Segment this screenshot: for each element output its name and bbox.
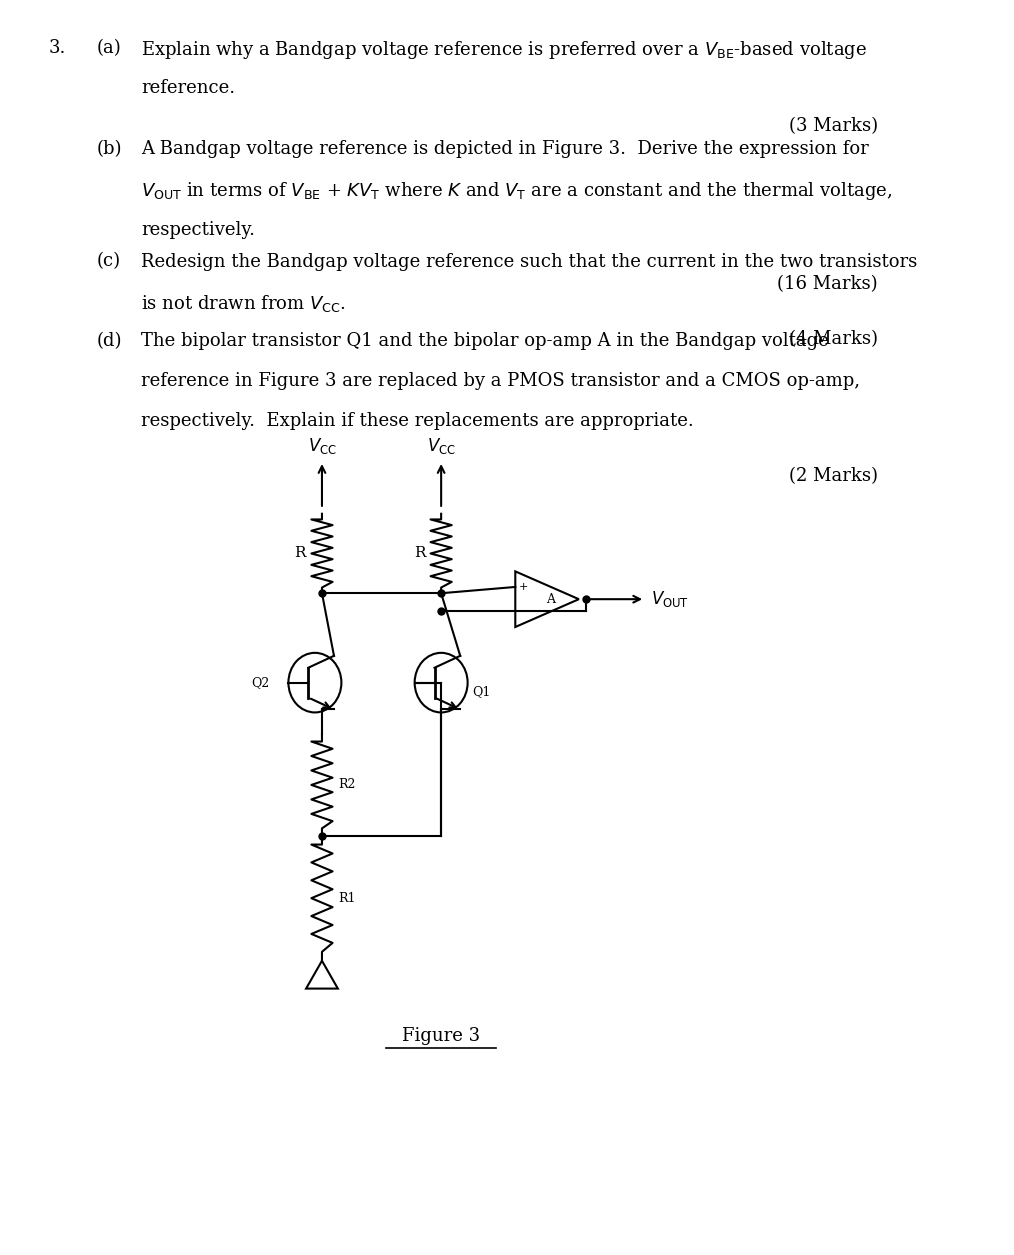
Text: $\mathit{V}_\mathrm{CC}$: $\mathit{V}_\mathrm{CC}$ bbox=[307, 437, 337, 456]
Text: (3 Marks): (3 Marks) bbox=[789, 117, 878, 136]
Text: The bipolar transistor Q1 and the bipolar op-amp A in the Bandgap voltage: The bipolar transistor Q1 and the bipola… bbox=[141, 333, 828, 350]
Text: +: + bbox=[518, 582, 528, 592]
Text: $V_{\mathrm{OUT}}$ in terms of $V_{\mathrm{BE}}$ + $KV_{\mathrm{T}}$ where $K$ a: $V_{\mathrm{OUT}}$ in terms of $V_{\math… bbox=[141, 181, 892, 202]
Text: respectively.: respectively. bbox=[141, 221, 255, 238]
Text: A: A bbox=[547, 592, 555, 606]
Text: (16 Marks): (16 Marks) bbox=[778, 275, 878, 294]
Text: R2: R2 bbox=[338, 778, 355, 792]
Text: Figure 3: Figure 3 bbox=[403, 1028, 481, 1045]
Text: (d): (d) bbox=[97, 333, 123, 350]
Text: is not drawn from $V_{\mathrm{CC}}$.: is not drawn from $V_{\mathrm{CC}}$. bbox=[141, 292, 346, 314]
Text: (2 Marks): (2 Marks) bbox=[789, 467, 878, 486]
Text: −: − bbox=[518, 605, 528, 617]
Text: reference in Figure 3 are replaced by a PMOS transistor and a CMOS op-amp,: reference in Figure 3 are replaced by a … bbox=[141, 373, 860, 390]
Text: Explain why a Bandgap voltage reference is preferred over a $V_{\mathrm{BE}}$-ba: Explain why a Bandgap voltage reference … bbox=[141, 39, 867, 61]
Text: (a): (a) bbox=[97, 39, 122, 56]
Text: 3.: 3. bbox=[49, 39, 66, 56]
Text: $\mathit{V}_\mathrm{CC}$: $\mathit{V}_\mathrm{CC}$ bbox=[427, 437, 455, 456]
Text: Q1: Q1 bbox=[473, 685, 491, 698]
Text: (c): (c) bbox=[97, 252, 121, 271]
Text: (b): (b) bbox=[97, 141, 123, 158]
Text: R: R bbox=[414, 546, 425, 561]
Text: Redesign the Bandgap voltage reference such that the current in the two transist: Redesign the Bandgap voltage reference s… bbox=[141, 252, 918, 271]
Text: reference.: reference. bbox=[141, 79, 235, 97]
Text: respectively.  Explain if these replacements are appropriate.: respectively. Explain if these replaceme… bbox=[141, 413, 694, 430]
Text: Q2: Q2 bbox=[250, 676, 269, 689]
Text: R: R bbox=[295, 546, 306, 561]
Text: $\mathit{V}_\mathrm{OUT}$: $\mathit{V}_\mathrm{OUT}$ bbox=[651, 589, 690, 609]
Text: R1: R1 bbox=[338, 892, 355, 905]
Text: A Bandgap voltage reference is depicted in Figure 3.  Derive the expression for: A Bandgap voltage reference is depicted … bbox=[141, 141, 869, 158]
Text: (4 Marks): (4 Marks) bbox=[789, 330, 878, 349]
